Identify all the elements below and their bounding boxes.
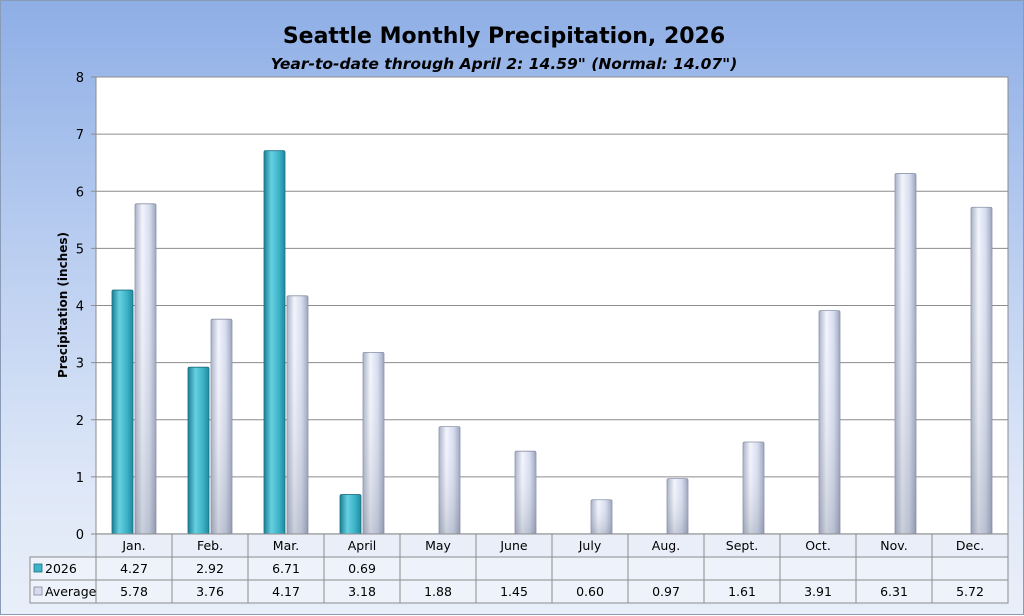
data-label: 5.78 xyxy=(120,584,148,599)
data-label: 4.27 xyxy=(120,561,148,576)
category-label: Mar. xyxy=(273,538,299,553)
data-label: 0.69 xyxy=(348,561,376,576)
legend-label-2026: 2026 xyxy=(45,561,77,576)
plot-area: 0 1 2 3 4 5 6 7 8 Jan. Feb. Mar. April May June July Aug… xyxy=(29,71,1009,604)
category-label: April xyxy=(348,538,377,553)
bar-average-shade xyxy=(819,310,840,534)
chart-title: Seattle Monthly Precipitation, 2026 xyxy=(283,24,725,49)
category-label: Nov. xyxy=(880,538,907,553)
bar-average-shade xyxy=(211,319,232,534)
data-label: 2.92 xyxy=(196,561,224,576)
y-tick-label: 0 xyxy=(76,528,84,543)
data-label: 6.71 xyxy=(272,561,300,576)
bar-average-shade xyxy=(515,451,536,534)
data-label: 5.72 xyxy=(956,584,984,599)
bar-average-shade xyxy=(135,203,156,534)
category-label: Feb. xyxy=(197,538,223,553)
bar-average-shade xyxy=(363,352,384,534)
bar-2026 xyxy=(263,150,286,535)
y-tick-label: 8 xyxy=(76,71,84,86)
category-label: Dec. xyxy=(956,538,984,553)
category-label: May xyxy=(425,538,451,553)
bar-2026 xyxy=(339,494,362,535)
bar-average-shade xyxy=(591,499,612,534)
data-label: 4.17 xyxy=(272,584,300,599)
category-label: Aug. xyxy=(652,538,680,553)
bar-average-shade xyxy=(439,426,460,534)
legend-key-average xyxy=(33,586,43,596)
y-tick-label: 5 xyxy=(76,242,84,257)
data-label: 6.31 xyxy=(880,584,908,599)
bar-average-shade xyxy=(667,478,688,534)
data-label: 0.60 xyxy=(576,584,604,599)
y-axis-label: Precipitation (inches) xyxy=(56,232,70,378)
chart-subtitle: Year-to-date through April 2: 14.59" (No… xyxy=(271,55,738,73)
data-label: 1.61 xyxy=(728,584,756,599)
data-label: 3.76 xyxy=(196,584,224,599)
bar-2026 xyxy=(187,366,210,535)
bar-average-shade xyxy=(287,295,308,534)
legend-key-2026 xyxy=(33,563,43,573)
bar-average-shade xyxy=(895,173,916,534)
data-label: 0.97 xyxy=(652,584,680,599)
data-label: 3.18 xyxy=(348,584,376,599)
category-label: July xyxy=(578,538,602,553)
bar-average-shade xyxy=(743,442,764,534)
y-tick-label: 3 xyxy=(76,357,84,372)
data-label: 3.91 xyxy=(804,584,832,599)
category-label: Sept. xyxy=(726,538,758,553)
bar-average-shade xyxy=(971,207,992,534)
legend-label-average: Average xyxy=(45,584,97,599)
category-label: June xyxy=(499,538,528,553)
y-tick-label: 7 xyxy=(76,128,84,143)
category-label: Jan. xyxy=(121,538,145,553)
y-tick-label: 2 xyxy=(76,414,84,429)
bar-2026 xyxy=(111,289,134,535)
y-tick-label: 6 xyxy=(76,185,84,200)
data-label: 1.88 xyxy=(424,584,452,599)
y-tick-label: 4 xyxy=(76,300,84,315)
y-tick-label: 1 xyxy=(76,471,84,486)
data-label: 1.45 xyxy=(500,584,528,599)
category-label: Oct. xyxy=(805,538,831,553)
